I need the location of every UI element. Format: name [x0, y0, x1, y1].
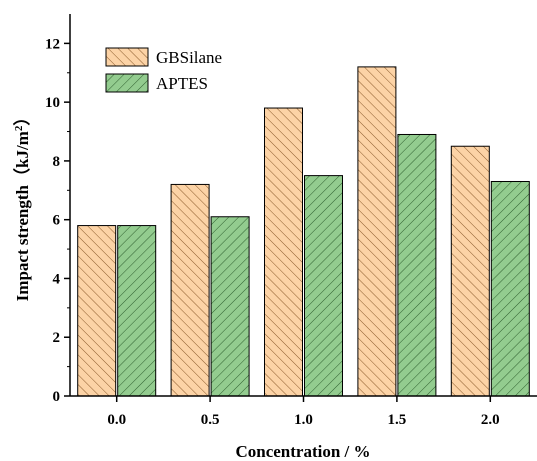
y-axis-title-superscript: 2 [13, 125, 25, 131]
y-tick-label: 10 [45, 95, 60, 111]
bar-gbsilane-0.0 [77, 225, 117, 397]
x-tick-label: 2.0 [481, 412, 500, 428]
y-axis-title-end: ） [12, 109, 32, 126]
x-tick-label: 1.5 [388, 412, 407, 428]
y-tick-label: 2 [53, 330, 61, 346]
legend-swatch-gbsilane [105, 47, 149, 67]
legend-label-aptes: APTES [156, 74, 208, 93]
bars-group [77, 66, 530, 397]
bar-gbsilane-2.0 [450, 145, 490, 397]
bar-aptes-2.0 [490, 180, 530, 397]
bar-aptes-1.0 [304, 175, 343, 397]
x-tick-label: 0.5 [201, 412, 220, 428]
bar-aptes-0.5 [210, 216, 250, 397]
y-tick-label: 0 [53, 389, 61, 405]
y-tick-label: 4 [53, 271, 61, 287]
y-tick-label: 8 [53, 154, 61, 170]
y-tick-label: 12 [45, 36, 60, 52]
x-ticks-group: 0.0 0.5 1.0 1.5 2.0 [107, 396, 500, 428]
bar-gbsilane-1.0 [264, 107, 303, 397]
x-tick-label: 1.0 [294, 412, 313, 428]
bar-gbsilane-0.5 [170, 183, 210, 397]
y-ticks-group: 0 2 4 6 8 10 12 [45, 36, 70, 405]
legend-swatch-aptes [105, 73, 149, 93]
legend: GBSilane APTES [105, 47, 222, 93]
y-axis-title-main: Impact strength（kJ/m [12, 131, 32, 301]
bar-gbsilane-1.5 [357, 66, 397, 397]
x-axis-title: Concentration / % [235, 442, 370, 461]
bar-aptes-1.5 [397, 133, 437, 397]
y-axis-title: Impact strength（kJ/m2） [12, 109, 32, 302]
legend-label-gbsilane: GBSilane [156, 48, 222, 67]
y-tick-label: 6 [53, 213, 61, 229]
x-tick-label: 0.0 [107, 412, 126, 428]
bar-aptes-0.0 [117, 225, 157, 397]
